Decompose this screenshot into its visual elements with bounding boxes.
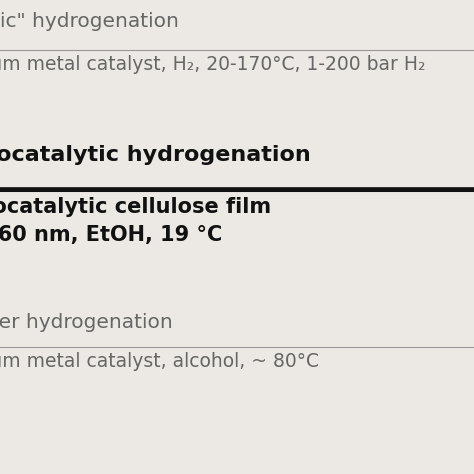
Text: Platinum metal catalyst, alcohol, ~ 80°C: Platinum metal catalyst, alcohol, ~ 80°C	[0, 352, 319, 371]
Text: λ > 360 nm, EtOH, 19 °C: λ > 360 nm, EtOH, 19 °C	[0, 225, 223, 245]
Text: Photocatalytic hydrogenation: Photocatalytic hydrogenation	[0, 145, 311, 164]
Text: Transfer hydrogenation: Transfer hydrogenation	[0, 313, 173, 332]
Text: "Classic" hydrogenation: "Classic" hydrogenation	[0, 12, 179, 31]
Text: Platinum metal catalyst, H₂, 20-170°C, 1-200 bar H₂: Platinum metal catalyst, H₂, 20-170°C, 1…	[0, 55, 426, 73]
Text: Photocatalytic cellulose film: Photocatalytic cellulose film	[0, 197, 272, 217]
